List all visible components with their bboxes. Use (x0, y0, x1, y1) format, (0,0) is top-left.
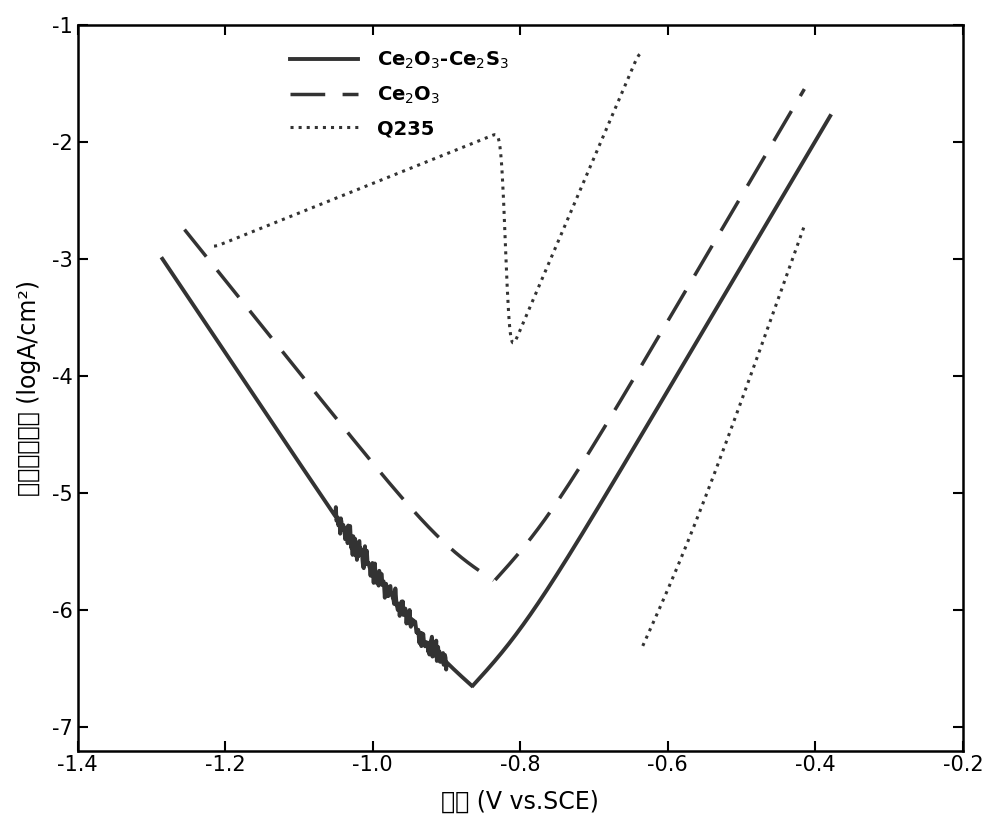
Ce$_2$O$_3$-Ce$_2$S$_3$ (816, 125, 828, 135)
Q235 (798, 221, 810, 231)
Q235 (733, 403, 745, 413)
Line: Ce$_2$O$_3$: Ce$_2$O$_3$ (495, 89, 804, 580)
Q235 (724, 427, 736, 437)
Q235 (769, 302, 781, 312)
Q235 (714, 452, 726, 462)
X-axis label: 电位 (V vs.SCE): 电位 (V vs.SCE) (441, 789, 599, 813)
Ce$_2$O$_3$-Ce$_2$S$_3$ (639, 424, 651, 434)
Line: Q235: Q235 (643, 226, 804, 646)
Q235 (794, 232, 806, 242)
Ce$_2$O$_3$-Ce$_2$S$_3$ (637, 428, 649, 438)
Q235 (714, 455, 726, 465)
Line: Ce$_2$O$_3$-Ce$_2$S$_3$: Ce$_2$O$_3$-Ce$_2$S$_3$ (473, 116, 830, 686)
Ce$_2$O$_3$ (673, 296, 685, 306)
Ce$_2$O$_3$-Ce$_2$S$_3$ (467, 681, 479, 691)
Legend: Ce$_2$O$_3$-Ce$_2$S$_3$, Ce$_2$O$_3$, Q235: Ce$_2$O$_3$-Ce$_2$S$_3$, Ce$_2$O$_3$, Q2… (282, 42, 517, 146)
Ce$_2$O$_3$-Ce$_2$S$_3$ (760, 220, 772, 230)
Ce$_2$O$_3$-Ce$_2$S$_3$ (824, 111, 836, 121)
Y-axis label: 对数电流密度 (logA/cm²): 对数电流密度 (logA/cm²) (17, 280, 41, 496)
Ce$_2$O$_3$ (798, 84, 810, 94)
Ce$_2$O$_3$ (791, 97, 803, 107)
Q235 (637, 641, 649, 651)
Ce$_2$O$_3$ (638, 356, 650, 366)
Ce$_2$O$_3$ (743, 179, 755, 189)
Ce$_2$O$_3$-Ce$_2$S$_3$ (680, 355, 692, 365)
Ce$_2$O$_3$ (489, 575, 501, 585)
Ce$_2$O$_3$ (656, 325, 668, 335)
Ce$_2$O$_3$-Ce$_2$S$_3$ (660, 388, 672, 398)
Ce$_2$O$_3$ (636, 359, 648, 369)
